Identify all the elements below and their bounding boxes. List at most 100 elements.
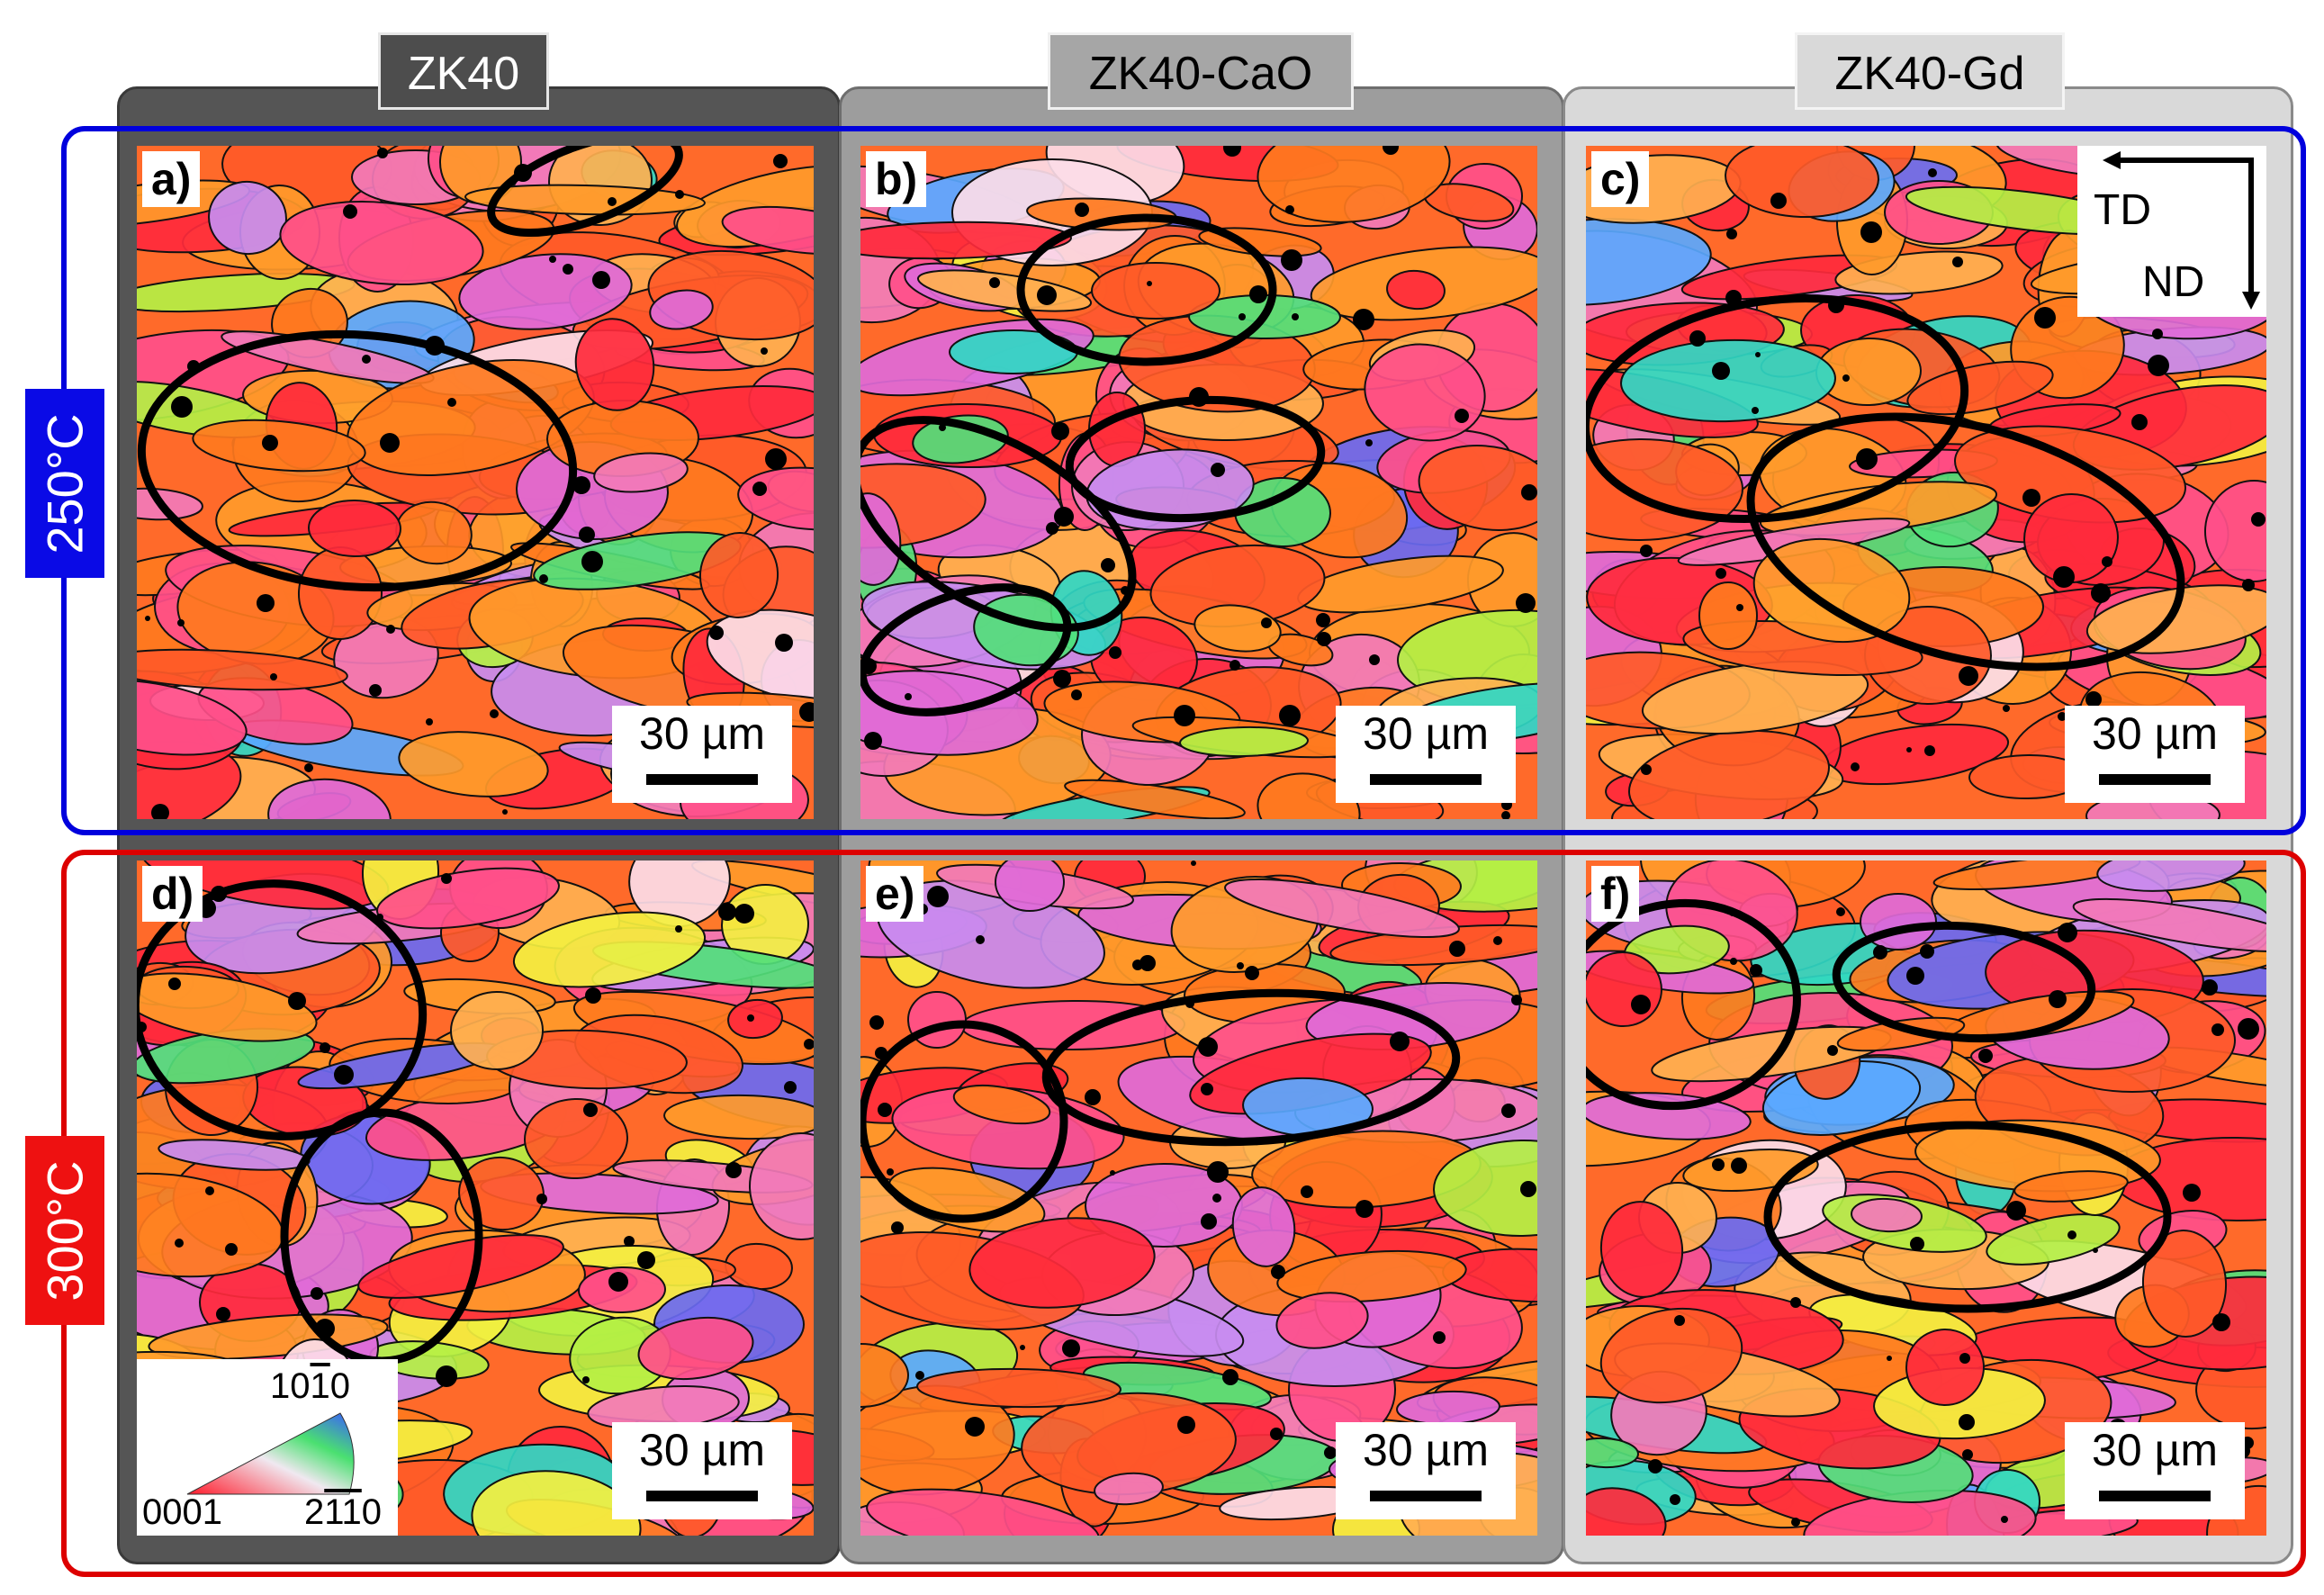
unindexed-spot (1674, 1315, 1685, 1326)
unindexed-spot (1750, 964, 1762, 977)
unindexed-spot (1670, 1494, 1680, 1505)
grain (1091, 262, 1221, 320)
unindexed-spot (775, 634, 793, 652)
unindexed-spot (804, 1039, 814, 1050)
unindexed-spot (168, 978, 181, 990)
grain (458, 253, 633, 330)
unindexed-spot (734, 904, 754, 924)
unindexed-spot (1648, 1459, 1662, 1473)
grain (1386, 269, 1446, 311)
grain (916, 1367, 1121, 1409)
scale-bar-line (2099, 1491, 2211, 1501)
ipf-triangle-icon (186, 1412, 355, 1495)
ipf-label-left: 0001 (142, 1492, 222, 1532)
unindexed-spot (262, 435, 278, 451)
grain (1752, 537, 1911, 644)
panel-label: e) (866, 866, 924, 922)
unindexed-spot (563, 264, 573, 275)
unindexed-spot (447, 398, 456, 407)
ebsd-map-panel-d: d) 30 µm 1010 0001 2110 (137, 861, 814, 1536)
unindexed-spot (976, 935, 985, 944)
unindexed-spot (581, 551, 603, 572)
unindexed-spot (151, 804, 169, 819)
grain (137, 679, 248, 756)
unindexed-spot (1054, 507, 1074, 527)
ebsd-map-panel-c: c) 30 µm TD ND (1586, 146, 2266, 819)
unindexed-spot (257, 594, 275, 612)
unindexed-spot (718, 903, 736, 921)
unindexed-spot (1037, 285, 1057, 305)
row-frame-250c (61, 126, 2306, 835)
unindexed-spot (1752, 407, 1759, 414)
unindexed-spot (1101, 558, 1115, 572)
unindexed-spot (1716, 568, 1726, 579)
panel-label: d) (142, 866, 203, 922)
grain (1257, 772, 1361, 819)
unindexed-spot (1062, 1339, 1080, 1357)
unindexed-spot (2183, 1184, 2201, 1202)
grain (450, 990, 544, 1071)
unindexed-spot (675, 190, 684, 199)
unindexed-spot (2058, 923, 2077, 942)
unindexed-spot (927, 886, 949, 907)
scale-bar-line (646, 774, 758, 785)
unindexed-spot (175, 1239, 184, 1248)
unindexed-spot (1978, 1049, 1993, 1063)
unindexed-spot (752, 482, 767, 496)
unindexed-spot (1910, 1237, 1924, 1251)
unindexed-spot (2093, 1248, 2098, 1253)
unindexed-spot (270, 673, 277, 680)
unindexed-spot (1046, 522, 1058, 535)
unindexed-spot (1239, 313, 1246, 320)
unindexed-spot (1222, 1369, 1239, 1385)
unindexed-spot (1906, 967, 1924, 985)
unindexed-spot (1051, 422, 1069, 440)
grain (524, 1097, 628, 1180)
highlight-ellipse (1065, 395, 1326, 523)
unindexed-spot (1390, 1032, 1410, 1051)
unindexed-spot (2202, 979, 2218, 996)
unindexed-spot (436, 1365, 457, 1387)
unindexed-spot (2058, 712, 2067, 721)
unindexed-spot (490, 709, 499, 718)
grain (308, 499, 401, 558)
unindexed-spot (1755, 352, 1761, 357)
unindexed-spot (773, 154, 788, 168)
ebsd-map-panel-f: f) 30 µm (1586, 861, 2266, 1536)
unindexed-spot (1836, 907, 1845, 916)
unindexed-spot (2006, 1201, 2026, 1221)
grain (1094, 1472, 1164, 1506)
unindexed-spot (1201, 1083, 1213, 1095)
unindexed-spot (1020, 1345, 1025, 1350)
unindexed-spot (1520, 1181, 1536, 1197)
grain (721, 205, 814, 256)
unindexed-spot (579, 527, 595, 543)
column-label-zk40-cao: ZK40-CaO (1048, 32, 1354, 110)
unindexed-spot (1285, 205, 1294, 214)
scale-bar-label: 30 µm (1363, 708, 1489, 759)
unindexed-spot (225, 1243, 238, 1256)
unindexed-spot (2148, 355, 2169, 376)
unindexed-spot (1449, 941, 1465, 957)
grain-map (860, 861, 1537, 1536)
unindexed-spot (377, 148, 388, 158)
unindexed-spot (608, 1272, 628, 1292)
grain (593, 452, 689, 493)
unindexed-spot (386, 625, 395, 634)
unindexed-spot (288, 992, 306, 1010)
scale-bar: 30 µm (1336, 706, 1516, 803)
panel-label: a) (142, 151, 201, 207)
grain (267, 778, 392, 819)
grain (1586, 218, 1712, 306)
unindexed-spot (1736, 604, 1743, 611)
unindexed-spot (709, 626, 724, 640)
scale-bar: 30 µm (612, 706, 792, 803)
scale-bar-label: 30 µm (2092, 708, 2218, 759)
unindexed-spot (343, 204, 357, 219)
unindexed-spot (1455, 409, 1469, 423)
unindexed-spot (1212, 1194, 1221, 1203)
highlight-ellipse (1041, 988, 1461, 1147)
unindexed-spot (549, 256, 556, 263)
unindexed-spot (799, 702, 814, 722)
unindexed-spot (2091, 583, 2111, 603)
